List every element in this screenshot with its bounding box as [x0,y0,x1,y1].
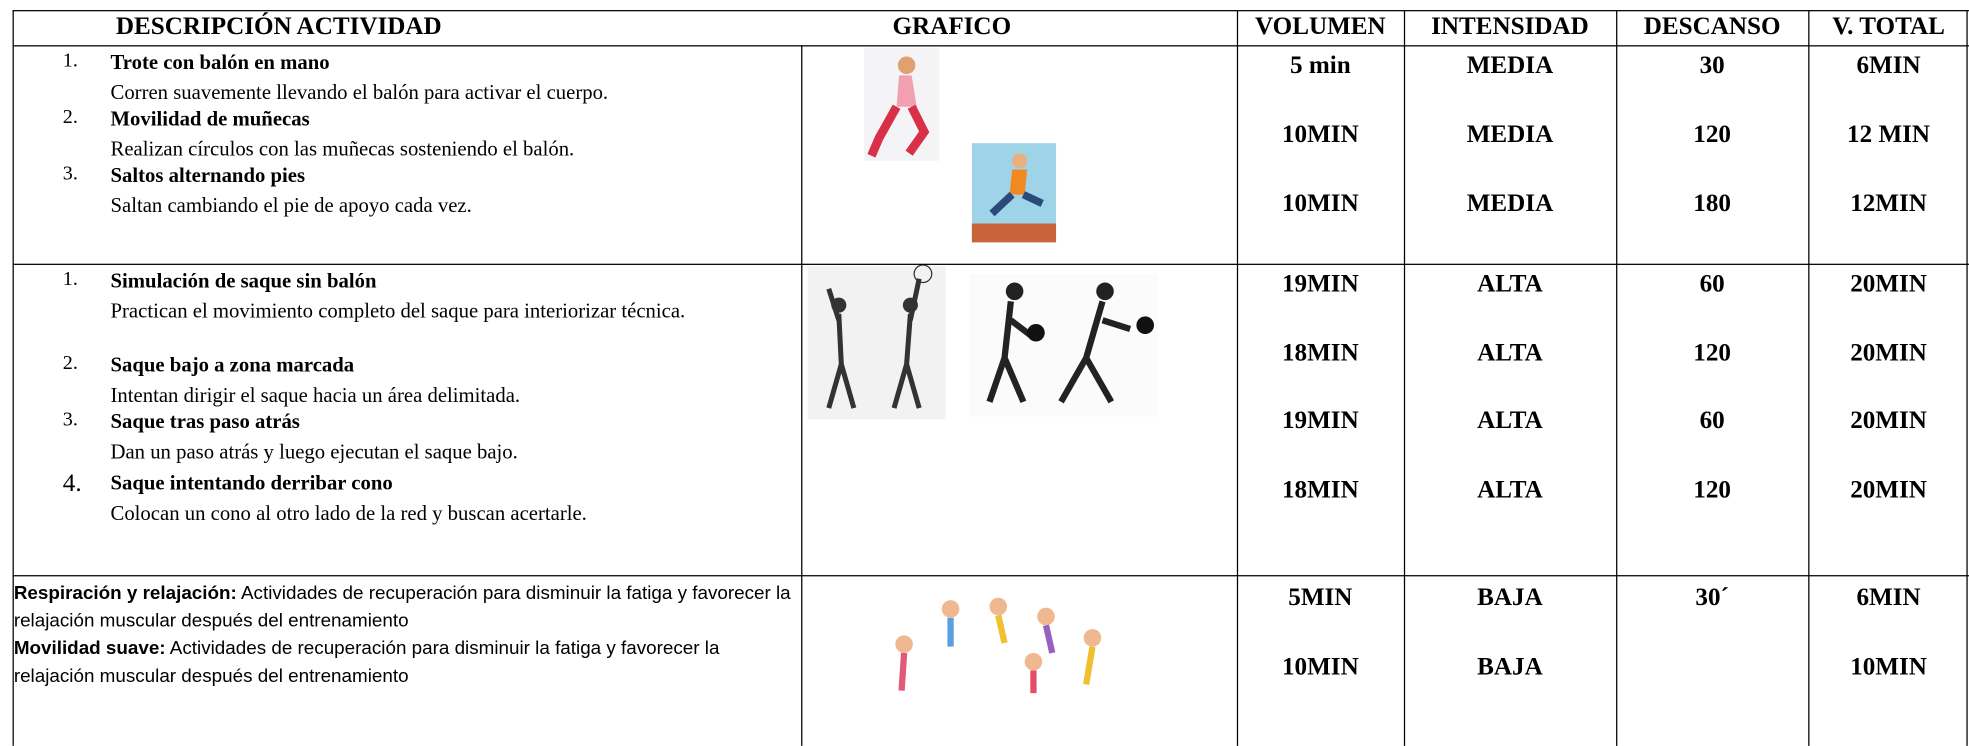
border [801,45,803,746]
border [1236,10,1239,746]
item-title: Saque bajo a zona marcada [110,352,355,377]
cell-total: 20MIN [1850,339,1927,367]
cell-intensidad: MEDIA [1466,120,1554,149]
item-text: Corren suavemente llevando el balón para… [110,80,609,105]
cell-descanso: 180 [1693,189,1731,218]
cell-intensidad: BAJA [1477,583,1543,612]
item-text: Dan un paso atrás y luego ejecutan el sa… [110,439,518,464]
cell-intensidad: ALTA [1477,406,1543,435]
item: Respiración y relajación: Actividades de… [14,580,799,635]
border [12,263,1969,265]
column-header: VOLUMEN [1255,12,1386,41]
cell-descanso: 120 [1693,120,1731,149]
cell-volumen: 10MIN [1281,652,1359,681]
border [1808,10,1810,746]
cell-volumen: 18MIN [1281,339,1359,367]
item-text: Practican el movimiento completo del saq… [110,298,686,323]
item-title: Saltos alternando pies [110,163,306,188]
item-text: Realizan círculos con las muñecas sosten… [110,136,575,161]
cell-total: 12 MIN [1847,120,1931,149]
cell-volumen: 10MIN [1281,189,1359,218]
item-title: Movilidad suave: [13,637,166,660]
item-title: Saque intentando derribar cono [110,470,393,495]
cell-descanso: 30´ [1695,583,1729,612]
column-header: GRAFICO [892,12,1012,41]
cell-descanso: 60 [1699,269,1725,298]
item-title: Simulación de saque sin balón [110,268,377,293]
item-title: Saque tras paso atrás [110,409,300,434]
item-text: Colocan un cono al otro lado de la red y… [110,501,587,525]
cell-total: 12MIN [1850,189,1927,218]
cell-volumen: 10MIN [1281,120,1359,149]
border [1403,10,1406,746]
cell-intensidad: ALTA [1477,475,1543,504]
cell-intensidad: BAJA [1477,652,1543,681]
cell-volumen: 5 min [1290,51,1351,80]
cell-descanso: 30 [1699,51,1725,80]
cell-total: 10MIN [1850,652,1927,681]
cell-total: 6MIN [1856,51,1921,80]
border [1616,10,1618,746]
cell-descanso: 120 [1693,475,1731,504]
border [12,10,1969,12]
item-text: Actividades de recuperación para disminu… [13,637,720,687]
border [1966,10,1968,746]
item-number: 3. [62,409,78,431]
border [12,45,1969,47]
item-number: 2. [62,106,78,129]
column-header: DESCRIPCIÓN ACTIVIDAD [115,12,442,41]
item-title: Movilidad de muñecas [110,106,310,131]
item-text: Saltan cambiando el pie de apoyo cada ve… [110,193,472,218]
item-title: Trote con balón en mano [110,50,330,75]
cell-descanso: 120 [1693,339,1731,367]
cell-total: 20MIN [1850,269,1927,298]
cell-total: 6MIN [1856,583,1921,612]
item-number: 1. [62,50,78,72]
item-number: 3. [62,163,78,185]
cell-intensidad: MEDIA [1466,51,1554,80]
cell-total: 20MIN [1850,406,1927,435]
column-header: V. TOTAL [1832,12,1945,41]
cell-volumen: 19MIN [1281,406,1359,435]
item-number: 4. [62,469,82,498]
item-number: 2. [62,352,78,375]
column-header: DESCANSO [1643,12,1781,41]
column-header: INTENSIDAD [1431,12,1589,41]
item-number: 1. [62,268,78,291]
cell-volumen: 5MIN [1288,583,1353,612]
item-title: Respiración y relajación: [13,582,237,604]
cell-volumen: 19MIN [1281,269,1359,298]
cell-intensidad: MEDIA [1466,189,1554,218]
item: Movilidad suave: Actividades de recupera… [14,635,799,690]
border [12,10,14,746]
cell-intensidad: ALTA [1477,269,1543,298]
cell-volumen: 18MIN [1281,475,1359,504]
cell-intensidad: ALTA [1477,339,1543,367]
item-text: Intentan dirigir el saque hacia un área … [110,382,521,407]
item-text: Actividades de recuperación para disminu… [13,582,791,632]
border [12,575,1969,577]
cell-total: 20MIN [1850,475,1927,504]
cell-descanso: 60 [1699,406,1725,435]
